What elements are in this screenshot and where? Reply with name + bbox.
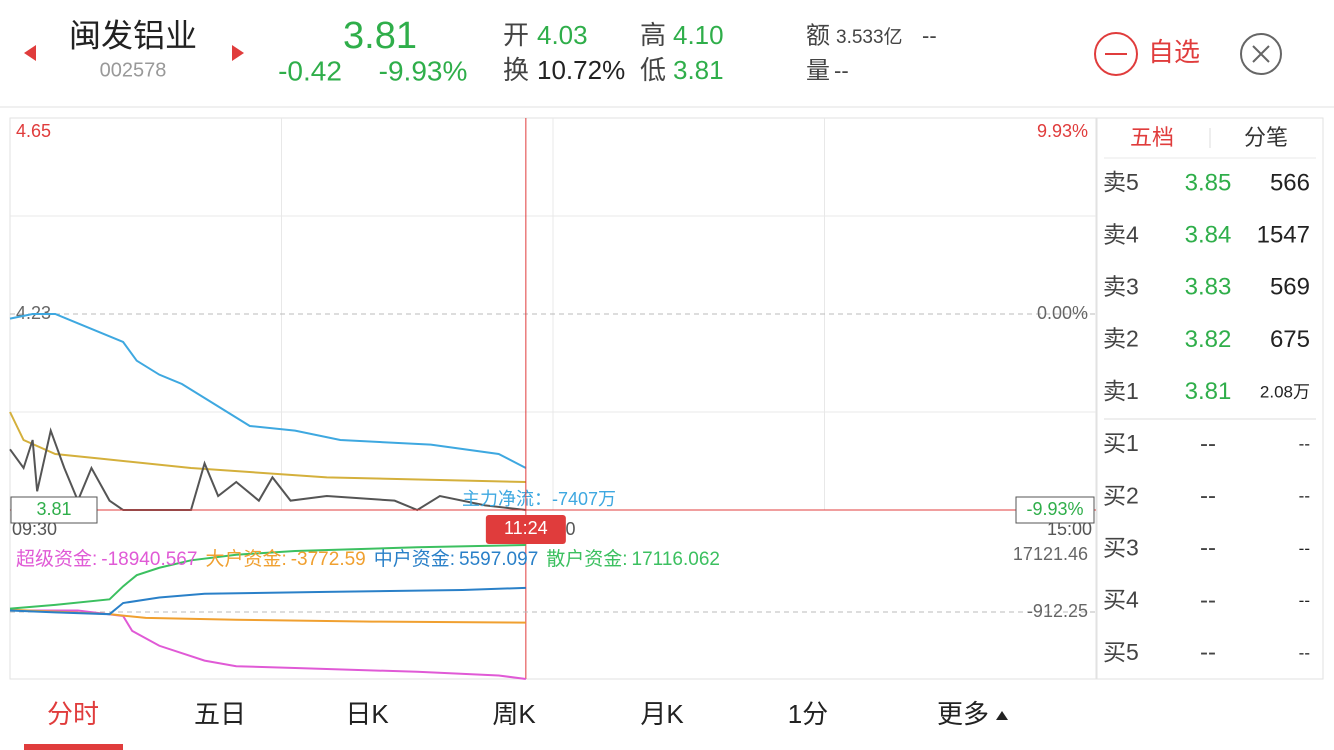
high-label: 高 bbox=[640, 20, 666, 50]
next-arrow[interactable] bbox=[232, 45, 244, 61]
x-tick-label: 15:00 bbox=[1047, 519, 1092, 539]
cursor-price-box bbox=[10, 496, 98, 524]
book-label: 买4 bbox=[1103, 587, 1139, 613]
more-arrow bbox=[996, 711, 1008, 720]
change: -0.42 bbox=[278, 55, 342, 86]
book-volume: 1547 bbox=[1257, 222, 1310, 249]
bottom-tab[interactable]: 更多 bbox=[937, 699, 989, 729]
amount-extra: -- bbox=[922, 23, 937, 48]
book-label: 卖5 bbox=[1103, 169, 1139, 195]
book-price: 3.83 bbox=[1185, 274, 1232, 301]
book-price: 3.85 bbox=[1185, 169, 1232, 196]
book-price: 3.81 bbox=[1185, 378, 1232, 405]
book-price: -- bbox=[1200, 587, 1216, 614]
book-label: 卖2 bbox=[1103, 326, 1139, 352]
open-label: 开 bbox=[503, 20, 529, 50]
stock-name: 闽发铝业 bbox=[69, 17, 197, 53]
book-tab: 分笔 bbox=[1244, 125, 1288, 150]
book-label: 卖1 bbox=[1103, 378, 1139, 404]
legend-label: 中户资金: bbox=[374, 548, 455, 570]
book-volume: -- bbox=[1299, 643, 1310, 662]
book-tab: 五档 bbox=[1130, 125, 1174, 150]
legend-value: 5597.097 bbox=[459, 549, 538, 570]
bottom-tab[interactable]: 日K bbox=[345, 699, 389, 729]
bottom-tab[interactable]: 周K bbox=[492, 699, 536, 729]
low: 3.81 bbox=[673, 55, 724, 85]
bottom-tab[interactable]: 分时 bbox=[47, 699, 99, 729]
book-label: 买5 bbox=[1103, 639, 1139, 665]
watch-button[interactable]: 自选 bbox=[1148, 37, 1200, 67]
book-price: -- bbox=[1200, 535, 1216, 562]
bottom-tab[interactable]: 1分 bbox=[788, 699, 828, 729]
legend-label: 超级资金: bbox=[16, 548, 97, 570]
active-tab-underline bbox=[24, 744, 123, 750]
book-label: 卖4 bbox=[1103, 221, 1139, 247]
cursor-price: 3.81 bbox=[36, 499, 71, 519]
turnover: 10.72% bbox=[537, 55, 625, 85]
cursor-pct: -9.93% bbox=[1026, 499, 1083, 519]
y2-tick-label: 0.00% bbox=[1037, 303, 1088, 323]
y-tick-label: 4.65 bbox=[16, 121, 51, 141]
legend-value: -18940.567 bbox=[101, 549, 197, 570]
book-volume: 675 bbox=[1270, 326, 1310, 353]
book-label: 买1 bbox=[1103, 430, 1139, 456]
watch-icon[interactable] bbox=[1094, 32, 1138, 76]
line-series bbox=[9, 586, 526, 616]
low-label: 低 bbox=[640, 55, 666, 85]
cursor-time-box bbox=[485, 515, 566, 544]
y-tick-label: -912.25 bbox=[1027, 601, 1088, 621]
cursor-pct-box bbox=[1015, 496, 1095, 524]
order-book-frame bbox=[1096, 117, 1324, 680]
book-label: 买2 bbox=[1103, 482, 1139, 508]
book-volume: -- bbox=[1299, 487, 1310, 506]
book-price: 3.82 bbox=[1185, 326, 1232, 353]
y-tick-label: 4.23 bbox=[16, 303, 51, 323]
amount-label: 额 bbox=[806, 22, 830, 49]
line-series bbox=[9, 313, 527, 469]
book-price: -- bbox=[1200, 639, 1216, 666]
bottom-tab[interactable]: 月K bbox=[640, 699, 684, 729]
prev-arrow[interactable] bbox=[24, 45, 36, 61]
y2-tick-label: 9.93% bbox=[1037, 121, 1088, 141]
book-volume: 566 bbox=[1270, 169, 1310, 196]
book-label: 卖3 bbox=[1103, 273, 1139, 299]
open: 4.03 bbox=[537, 20, 588, 50]
book-volume: 569 bbox=[1270, 274, 1310, 301]
change-pct: -9.93% bbox=[379, 55, 468, 86]
line-series bbox=[9, 411, 526, 483]
book-price: 3.84 bbox=[1185, 222, 1232, 249]
book-label: 买3 bbox=[1103, 534, 1139, 560]
annotation: 主力净流：-7407万 bbox=[462, 489, 616, 509]
book-volume: -- bbox=[1299, 434, 1310, 453]
legend-value: -3772.59 bbox=[291, 549, 366, 570]
book-volume: 2.08万 bbox=[1260, 382, 1310, 401]
volume: -- bbox=[834, 58, 849, 83]
x-tick-label: 09:30 bbox=[12, 519, 57, 539]
high: 4.10 bbox=[673, 20, 724, 50]
line-series bbox=[9, 544, 526, 610]
line-series bbox=[9, 427, 526, 512]
turnover-label: 换 bbox=[503, 55, 529, 85]
legend-label: 散户资金: bbox=[546, 548, 627, 570]
cursor-time: 11:24 bbox=[504, 518, 548, 538]
book-price: -- bbox=[1200, 430, 1216, 457]
volume-label: 量 bbox=[806, 57, 830, 84]
amount: 3.533亿 bbox=[836, 26, 903, 48]
stock-code: 002578 bbox=[100, 59, 167, 81]
book-price: -- bbox=[1200, 483, 1216, 510]
y-tick-label: 17121.46 bbox=[1013, 544, 1088, 564]
legend-label: 大户资金: bbox=[205, 548, 286, 570]
price: 3.81 bbox=[343, 15, 417, 57]
bottom-tab[interactable]: 五日 bbox=[194, 699, 246, 729]
book-volume: -- bbox=[1299, 539, 1310, 558]
book-volume: -- bbox=[1299, 591, 1310, 610]
legend-value: 17116.062 bbox=[632, 549, 720, 570]
close-button[interactable] bbox=[1240, 33, 1282, 75]
close-icon bbox=[1252, 45, 1270, 63]
